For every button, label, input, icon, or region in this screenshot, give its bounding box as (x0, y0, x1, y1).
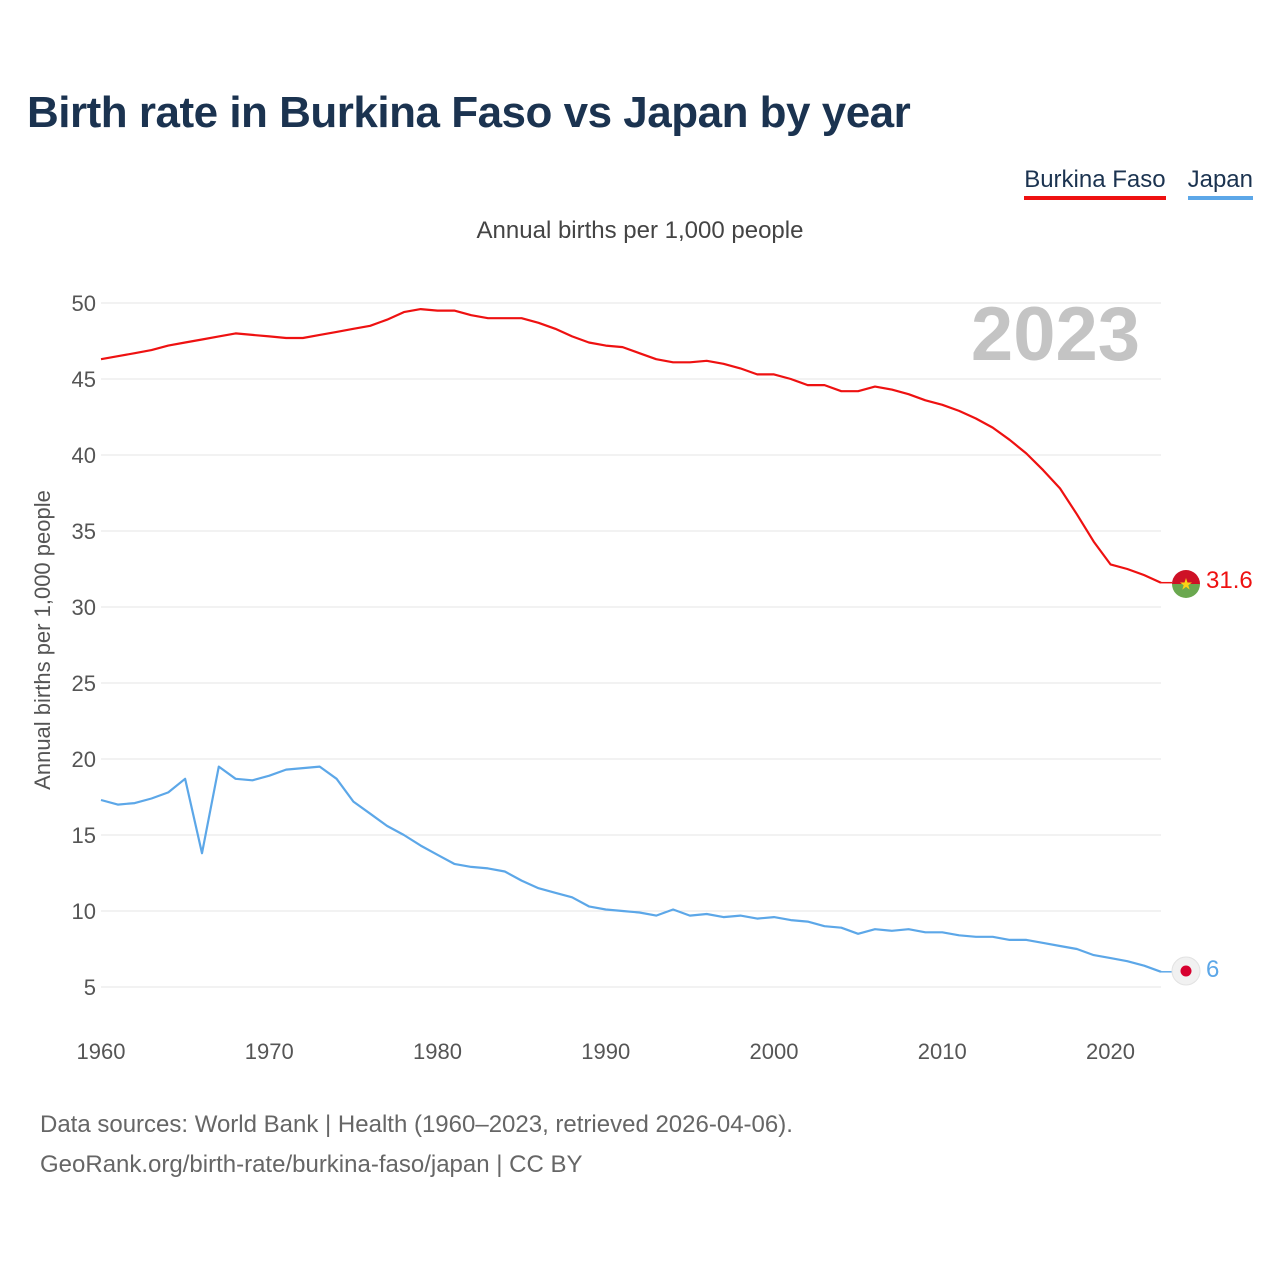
year-watermark: 2023 (971, 292, 1140, 377)
legend-item-japan[interactable]: Japan (1187, 166, 1253, 200)
y-axis-ticks: 5 10 15 20 25 30 35 40 45 50 (72, 291, 96, 1000)
x-tick-label: 1990 (581, 1039, 630, 1064)
end-label-burkina-faso: 31.6 (1206, 567, 1253, 594)
y-tick-label: 10 (72, 899, 96, 924)
y-tick-label: 20 (72, 747, 96, 772)
series-line-japan[interactable] (100, 765, 1162, 973)
x-tick-label: 2010 (918, 1039, 967, 1064)
x-tick-label: 2020 (1086, 1039, 1135, 1064)
y-tick-label: 40 (72, 443, 96, 468)
y-tick-label: 5 (84, 975, 96, 1000)
x-axis-ticks: 1960 1970 1980 1990 2000 2010 2020 (77, 1039, 1135, 1064)
y-tick-label: 35 (72, 519, 96, 544)
burkina-faso-flag-icon (1172, 570, 1200, 598)
series-lines (100, 308, 1172, 973)
chart-subtitle: Annual births per 1,000 people (476, 217, 804, 244)
y-tick-label: 30 (72, 595, 96, 620)
series-line-burkina-faso[interactable] (100, 308, 1162, 584)
legend-item-burkina-faso[interactable]: Burkina Faso (1024, 166, 1166, 200)
footer-link[interactable]: GeoRank.org/birth-rate/burkina-faso/japa… (40, 1151, 583, 1178)
x-tick-label: 1960 (77, 1039, 126, 1064)
x-tick-label: 1970 (245, 1039, 294, 1064)
chart-title: Birth rate in Burkina Faso vs Japan by y… (27, 88, 911, 137)
grid-lines (101, 302, 1161, 988)
footer: Data sources: World Bank | Health (1960–… (40, 1105, 793, 1185)
end-label-japan: 6 (1206, 956, 1219, 983)
footer-sources: Data sources: World Bank | Health (1960–… (40, 1111, 793, 1138)
y-tick-label: 45 (72, 367, 96, 392)
y-axis-label: Annual births per 1,000 people (30, 490, 55, 790)
x-tick-label: 2000 (750, 1039, 799, 1064)
legend: Burkina Faso Japan (1024, 166, 1253, 200)
y-tick-label: 25 (72, 671, 96, 696)
x-tick-label: 1980 (413, 1039, 462, 1064)
y-tick-label: 15 (72, 823, 96, 848)
y-tick-label: 50 (72, 291, 96, 316)
japan-flag-icon (1171, 956, 1201, 986)
